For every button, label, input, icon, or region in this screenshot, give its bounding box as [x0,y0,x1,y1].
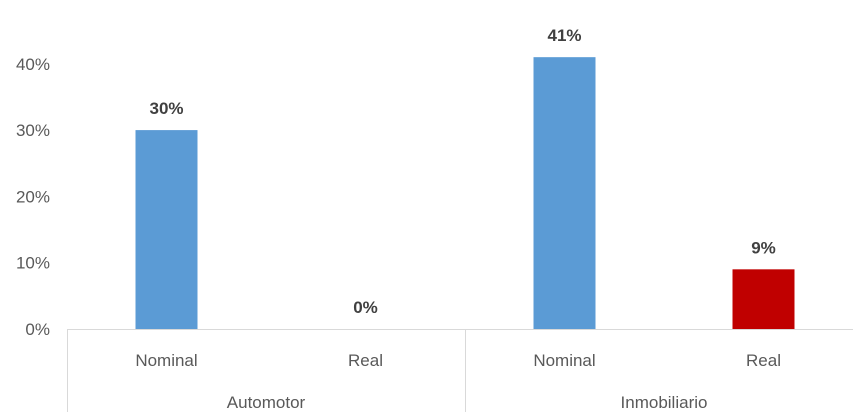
data-label: 9% [751,238,776,257]
y-tick-label: 40% [16,55,50,74]
x-tick-label: Real [348,351,383,370]
x-tick-label: Nominal [135,351,197,370]
y-axis: 0% 10% 20% 30% 40% [16,55,50,339]
y-tick-label: 30% [16,121,50,140]
x-axis: Nominal Real Automotor Nominal Real Inmobilia… [67,329,853,412]
bar [135,130,198,329]
x-tick-label: Real [746,351,781,370]
group-label: Automotor [227,393,306,412]
data-label: 30% [149,99,183,118]
data-label: 41% [547,26,581,45]
bar [732,269,795,329]
y-tick-label: 10% [16,254,50,273]
y-tick-label: 20% [16,187,50,206]
y-tick-label: 0% [25,320,50,339]
bar [533,57,596,330]
x-tick-label: Nominal [533,351,595,370]
bars: 30% 0% 41% 9% [135,26,795,330]
group-label: Inmobiliario [621,393,708,412]
data-label: 0% [353,298,378,317]
